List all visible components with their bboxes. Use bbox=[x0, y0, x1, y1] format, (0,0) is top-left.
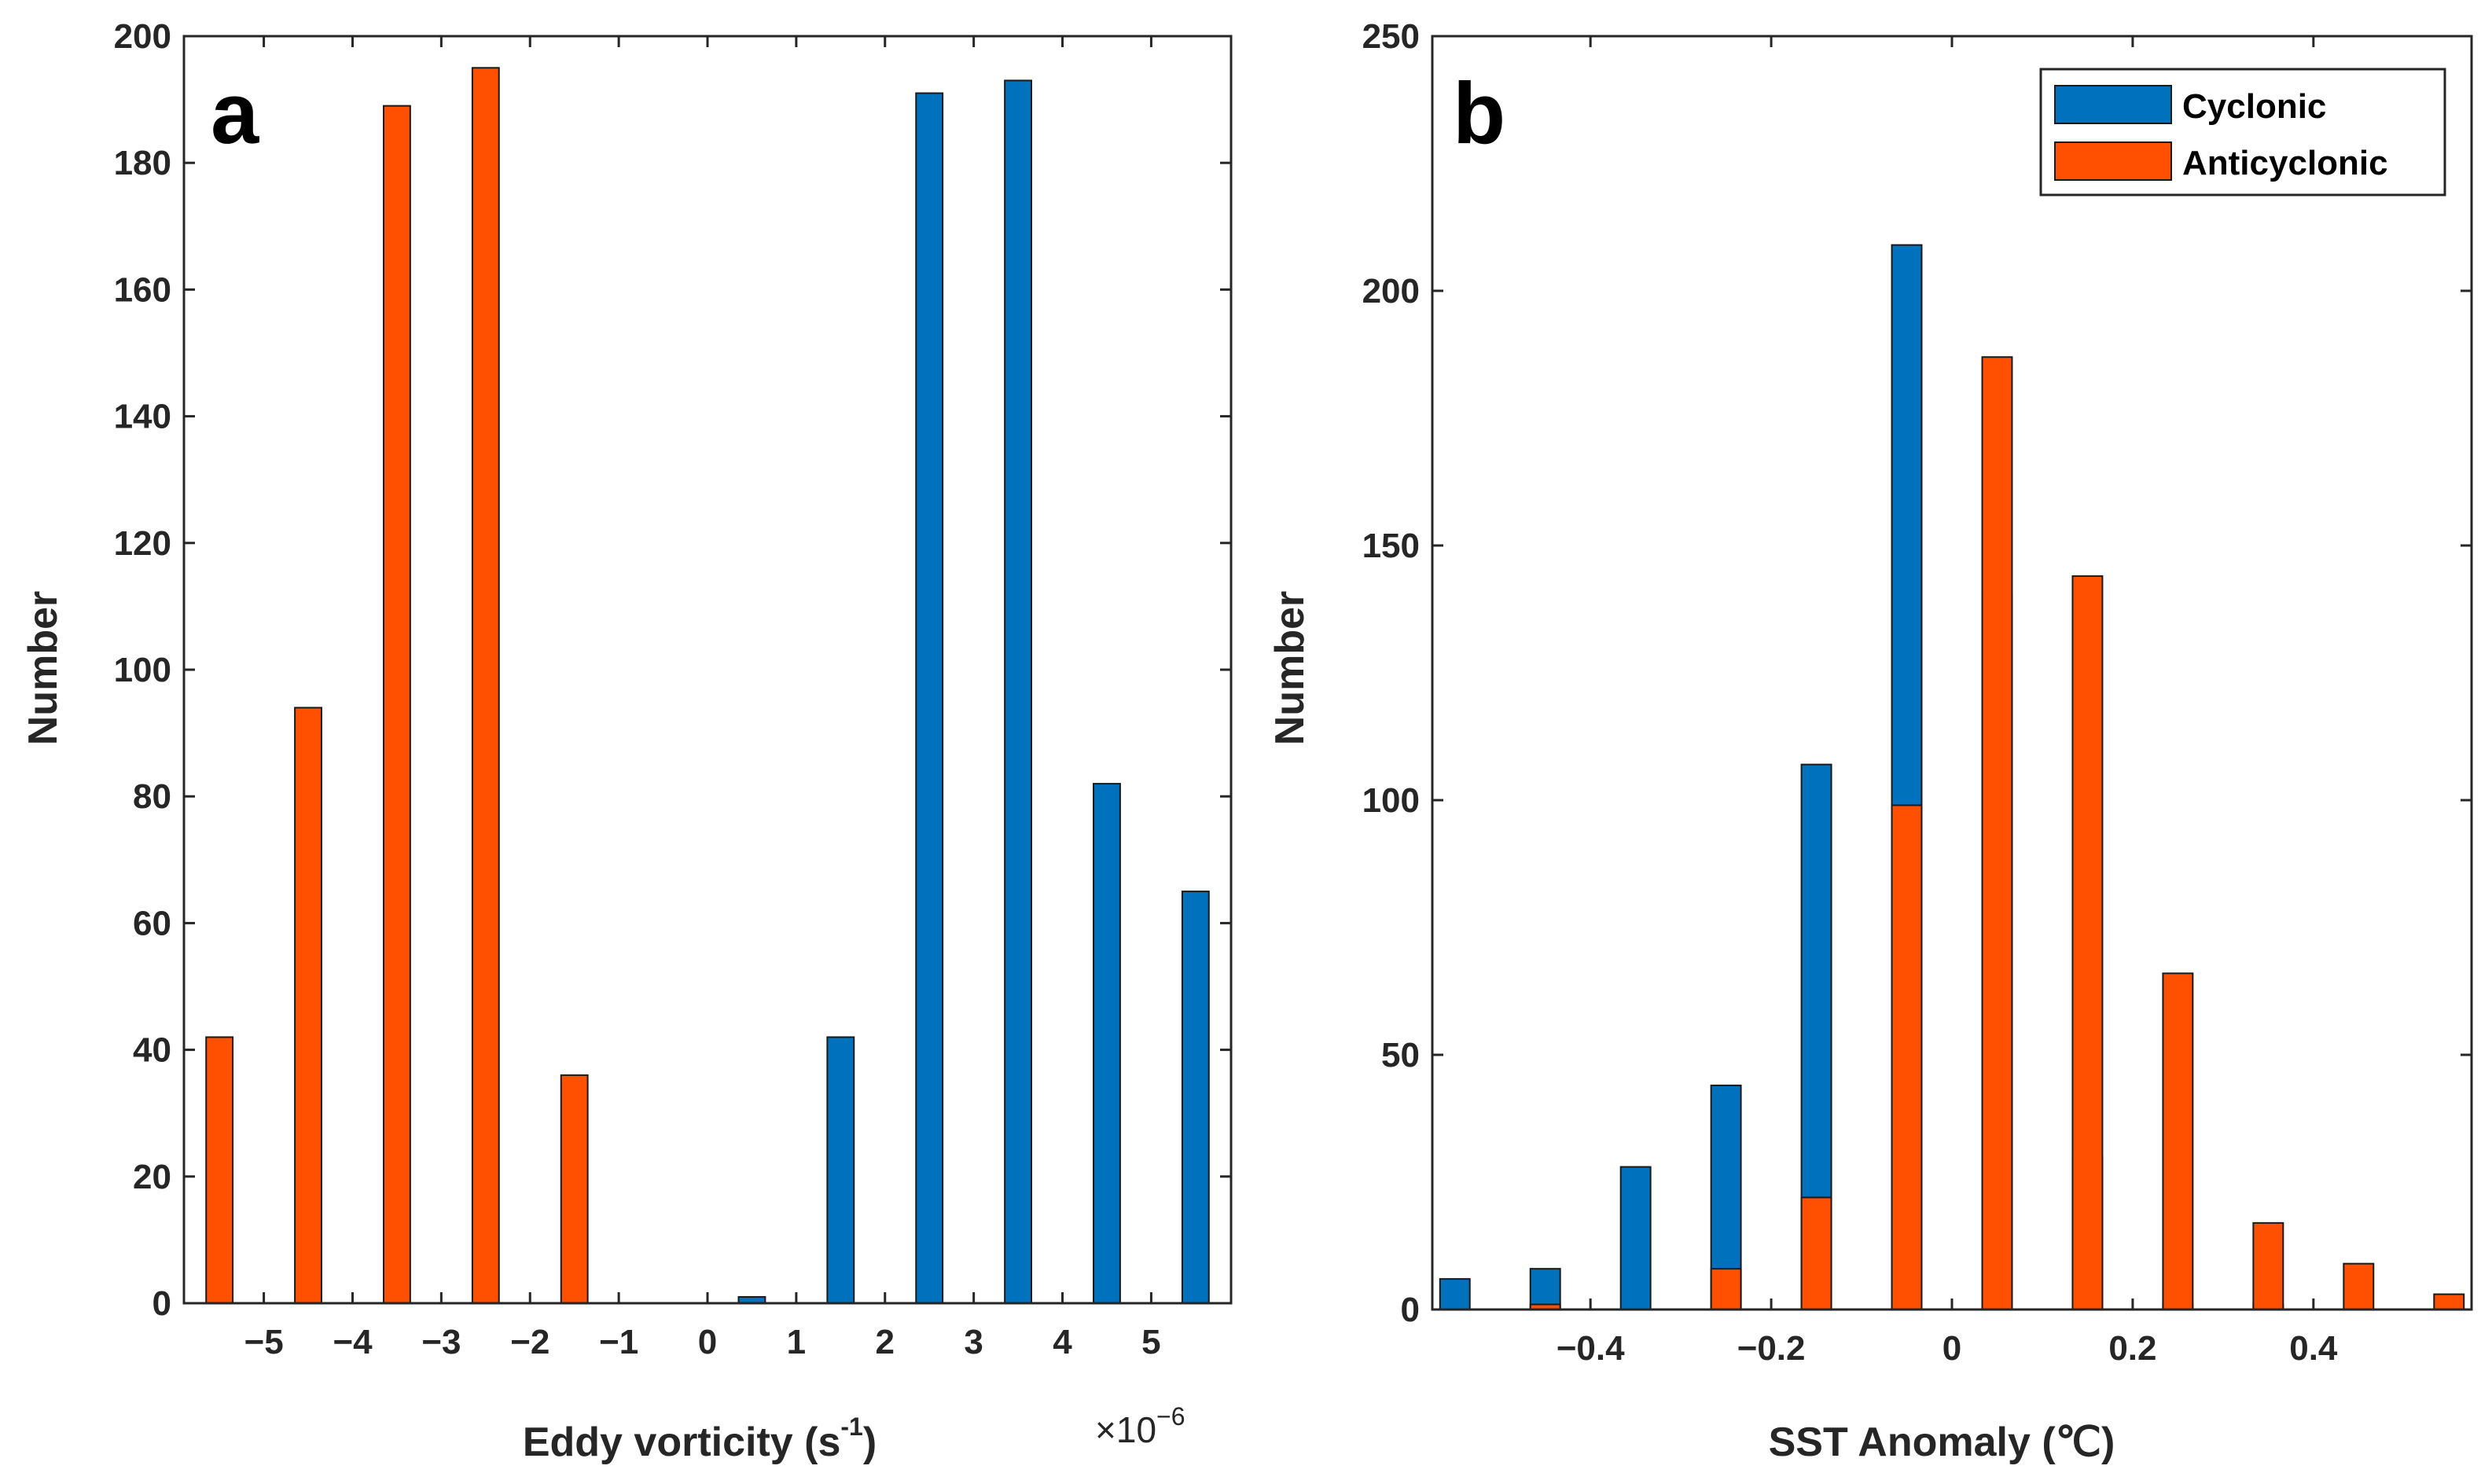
y-tick-label: 100 bbox=[1362, 781, 1420, 820]
xlabel-main: Eddy vorticity (s bbox=[523, 1420, 841, 1465]
legend-label-anticyclonic: Anticyclonic bbox=[2182, 144, 2388, 182]
y-tick-label: 180 bbox=[114, 144, 171, 182]
y-tick-label: 100 bbox=[114, 651, 171, 689]
bar-anticyclonic-2 bbox=[382, 105, 411, 1304]
bar-anticyclonic-4 bbox=[560, 1074, 589, 1304]
panel-a-vorticity-histogram: 0 20 40 60 80 100 120 140 160 180 200 −5 −4 −3 −2 −1 0 1… bbox=[20, 17, 1233, 1465]
panel-a-label: a bbox=[211, 65, 259, 162]
bar-cyclonic-5 bbox=[1181, 891, 1210, 1304]
y-tick-label: 80 bbox=[133, 777, 171, 816]
y-tick-label: 0 bbox=[153, 1284, 171, 1323]
y-tick-label: 160 bbox=[114, 270, 171, 309]
bar-anticyclonic-3 bbox=[471, 67, 500, 1304]
legend-label-cyclonic: Cyclonic bbox=[2182, 87, 2326, 126]
y-tick-label: 150 bbox=[1362, 527, 1420, 565]
x-tick-label: −5 bbox=[244, 1323, 284, 1361]
bar-cyclonic-3 bbox=[1004, 79, 1033, 1304]
panel-a-axes-frame bbox=[182, 35, 1233, 1305]
panel-b-ylabel: Number bbox=[1267, 591, 1313, 745]
y-tick-label: 0 bbox=[1401, 1291, 1420, 1329]
bar-cyclonic-2 bbox=[1619, 1166, 1652, 1311]
x-tick-label: 4 bbox=[1053, 1323, 1072, 1361]
bar-anticyclonic-3 bbox=[1891, 804, 1923, 1310]
x-tick-label: 0.2 bbox=[2108, 1329, 2156, 1368]
panel-a-ylabel: Number bbox=[20, 591, 66, 745]
y-tick-label: 200 bbox=[1362, 272, 1420, 310]
xlabel-close: ) bbox=[863, 1420, 877, 1465]
bar-cyclonic-0 bbox=[1439, 1278, 1471, 1310]
y-tick-label: 50 bbox=[1381, 1036, 1420, 1074]
exponent-power: −6 bbox=[1156, 1402, 1185, 1431]
bar-anticyclonic-7 bbox=[2252, 1221, 2284, 1310]
x-tick-label: −0.2 bbox=[1737, 1329, 1806, 1368]
panel-a-x-exponent: ×10−6 bbox=[1095, 1402, 1185, 1450]
exponent-base: ×10 bbox=[1095, 1409, 1156, 1450]
x-tick-label: −1 bbox=[599, 1323, 638, 1361]
y-tick-label: 250 bbox=[1362, 17, 1420, 56]
x-tick-label: 0 bbox=[698, 1323, 717, 1361]
y-tick-label: 60 bbox=[133, 904, 171, 942]
x-tick-label: 0 bbox=[1943, 1329, 1961, 1368]
panel-b-xlabel: SST Anomaly (℃) bbox=[1769, 1420, 2115, 1465]
panel-b-axes-frame bbox=[1431, 35, 2473, 1311]
y-tick-label: 20 bbox=[133, 1158, 171, 1196]
panel-a-xlabel: Eddy vorticity (s-1) bbox=[523, 1412, 877, 1465]
x-tick-label: 3 bbox=[964, 1323, 983, 1361]
panel-a-y-ticks: 0 20 40 60 80 100 120 140 160 180 200 bbox=[114, 17, 1231, 1323]
legend: Cyclonic Anticyclonic bbox=[2039, 68, 2446, 197]
y-tick-label: 40 bbox=[133, 1031, 171, 1070]
panel-b-sst-histogram: 0 50 100 150 200 250 −0.4 −0.2 0 0.2 0.4 b Number… bbox=[1267, 17, 2473, 1465]
x-tick-label: −2 bbox=[510, 1323, 549, 1361]
bar-anticyclonic-9 bbox=[2433, 1293, 2465, 1311]
legend-swatch-anticyclonic bbox=[2054, 141, 2172, 181]
bar-cyclonic-2 bbox=[915, 92, 944, 1304]
y-tick-label: 120 bbox=[114, 524, 171, 563]
panel-b-bars bbox=[1439, 244, 2465, 1311]
x-tick-label: 2 bbox=[876, 1323, 895, 1361]
bar-anticyclonic-5 bbox=[2071, 575, 2104, 1310]
x-tick-label: 1 bbox=[787, 1323, 806, 1361]
x-tick-label: 0.4 bbox=[2289, 1329, 2338, 1368]
bar-anticyclonic-1 bbox=[294, 707, 322, 1304]
panel-a-bars bbox=[205, 67, 1210, 1304]
x-tick-label: −0.4 bbox=[1557, 1329, 1625, 1368]
bar-anticyclonic-2 bbox=[1800, 1196, 1832, 1310]
panel-b-label: b bbox=[1453, 65, 1505, 162]
bar-cyclonic-1 bbox=[1529, 1268, 1561, 1311]
bar-anticyclonic-4 bbox=[1981, 356, 2013, 1310]
legend-swatch-cyclonic bbox=[2054, 85, 2172, 124]
bar-cyclonic-4 bbox=[1093, 783, 1121, 1304]
x-tick-label: 5 bbox=[1141, 1323, 1160, 1361]
x-tick-label: −4 bbox=[333, 1323, 373, 1361]
y-tick-label: 140 bbox=[114, 398, 171, 436]
bar-cyclonic-1 bbox=[826, 1036, 855, 1304]
bar-anticyclonic-1 bbox=[1710, 1268, 1742, 1311]
panel-a-x-ticks: −5 −4 −3 −2 −1 0 1 2 3 4 5 bbox=[244, 36, 1161, 1361]
panel-b-x-ticks: −0.4 −0.2 0 0.2 0.4 bbox=[1557, 36, 2338, 1368]
y-tick-label: 200 bbox=[114, 17, 171, 56]
bar-anticyclonic-0 bbox=[205, 1036, 234, 1304]
bar-anticyclonic-6 bbox=[2162, 972, 2194, 1310]
xlabel-superscript: -1 bbox=[840, 1412, 862, 1441]
bar-anticyclonic-8 bbox=[2343, 1262, 2375, 1311]
x-tick-label: −3 bbox=[421, 1323, 461, 1361]
panel-b-y-ticks: 0 50 100 150 200 250 bbox=[1362, 17, 2472, 1329]
